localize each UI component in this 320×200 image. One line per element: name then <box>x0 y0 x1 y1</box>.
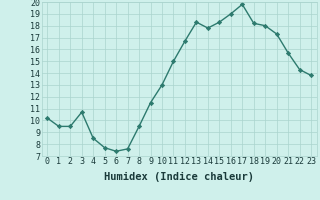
X-axis label: Humidex (Indice chaleur): Humidex (Indice chaleur) <box>104 172 254 182</box>
